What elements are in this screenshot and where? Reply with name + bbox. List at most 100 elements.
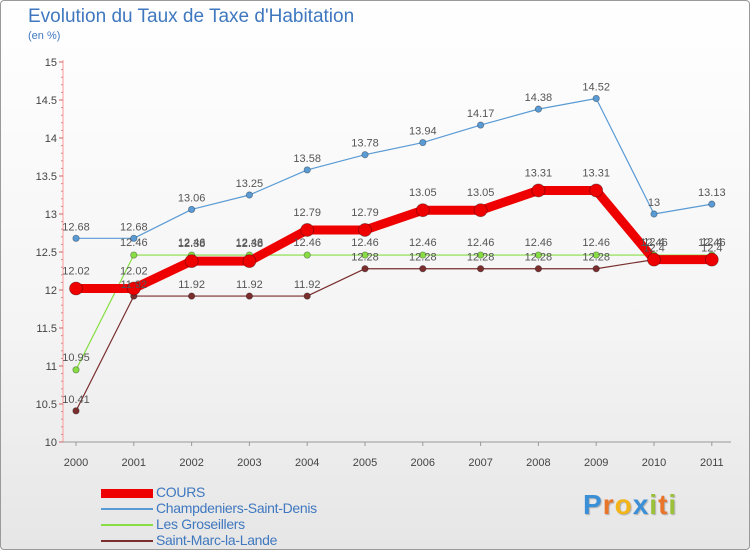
data-label: 13.31: [525, 167, 553, 179]
data-label: 14.17: [467, 108, 495, 120]
series-point-1: [130, 234, 138, 242]
data-label: 12.02: [62, 265, 90, 277]
x-tick-label: 2009: [584, 457, 608, 469]
data-label: 13.06: [178, 192, 206, 204]
series-line-0: [76, 185, 712, 293]
data-label: 12.46: [582, 237, 610, 249]
series-point-2: [534, 251, 543, 259]
series-line-1: [76, 97, 712, 239]
y-tick-label: 13: [45, 209, 57, 221]
series-point-0: [242, 254, 257, 269]
series-point-3: [245, 292, 253, 300]
logo-letter: o: [614, 489, 633, 520]
legend-swatch: [101, 488, 153, 498]
y-tick-label: 14.5: [36, 95, 57, 107]
data-label: 12.4: [643, 237, 664, 249]
data-label: 10.41: [62, 394, 90, 406]
data-label: 12.28: [525, 252, 553, 264]
series-point-1: [361, 151, 369, 159]
logo-letter: x: [632, 489, 650, 520]
x-tick-label: 2011: [700, 457, 724, 469]
series-point-2: [72, 366, 80, 374]
data-label: 12.46: [409, 237, 437, 249]
legend-item: Saint-Marc-la-Lande: [101, 532, 361, 549]
series-point-3: [303, 292, 311, 300]
series-point-3: [534, 265, 543, 273]
logo-letter: P: [583, 489, 603, 520]
series-point-2: [303, 251, 311, 259]
data-label: 12.28: [467, 252, 495, 264]
chart-subtitle: (en %): [28, 30, 61, 42]
data-label: 10.95: [62, 352, 90, 364]
data-label: 14.52: [582, 81, 610, 93]
y-tick-label: 11.5: [36, 323, 57, 335]
data-label: 13: [648, 197, 660, 209]
x-tick-label: 2004: [295, 457, 319, 469]
data-label: 11.92: [120, 279, 147, 291]
data-label: 11.92: [178, 279, 205, 291]
series-point-3: [188, 292, 196, 300]
legend-swatch: [101, 540, 153, 542]
y-tick-label: 12: [45, 285, 57, 297]
data-label: 13.94: [409, 126, 437, 138]
data-label: 12.4: [701, 237, 722, 249]
data-label: 12.28: [351, 252, 379, 264]
y-tick-label: 10: [45, 437, 57, 449]
data-label: 12.68: [62, 221, 90, 233]
data-label: 12.02: [120, 265, 148, 277]
series-point-0: [647, 252, 661, 267]
legend-label: Les Groseillers: [156, 516, 245, 532]
y-tick-label: 15: [45, 57, 57, 69]
data-label: 13.25: [236, 178, 264, 190]
logo-letter: i: [668, 489, 678, 520]
y-tick-label: 13.5: [36, 171, 57, 183]
data-label: 12.68: [120, 221, 148, 233]
series-point-1: [476, 121, 485, 129]
series-point-3: [592, 265, 600, 273]
legend-item: Les Groseillers: [101, 516, 361, 533]
data-label: 12.46: [698, 237, 726, 249]
series-point-0: [358, 223, 372, 237]
series-point-0: [589, 183, 604, 198]
legend-swatch: [101, 524, 153, 526]
y-tick-label: 14: [45, 133, 57, 145]
x-tick-label: 2001: [122, 457, 146, 469]
chart-data-labels: 12.02 12.02 12.38 12.38 12.79 12.79 13.05 13.05…: [62, 81, 725, 405]
data-label: 11.92: [236, 279, 263, 291]
legend-label: Saint-Marc-la-Lande: [156, 532, 278, 548]
data-label: 12.46: [467, 237, 495, 249]
x-tick-label: 2007: [468, 457, 492, 469]
data-label: 12.79: [293, 207, 321, 219]
x-tick-label: 2000: [64, 457, 88, 469]
series-point-1: [650, 210, 658, 218]
data-label: 12.46: [525, 237, 553, 249]
legend-label: Champdeniers-Saint-Denis: [156, 500, 317, 516]
logo-letter: t: [658, 489, 669, 520]
series-point-0: [184, 254, 199, 269]
data-label: 12.4: [643, 243, 664, 255]
series-point-0: [473, 203, 488, 218]
data-label: 13.13: [698, 187, 726, 199]
data-label: 13.05: [467, 187, 495, 199]
series-point-1: [72, 234, 80, 242]
series-point-0: [415, 203, 430, 218]
series-point-1: [188, 205, 196, 214]
y-tick-label: 11: [46, 361, 57, 373]
data-label: 12.46: [640, 237, 668, 249]
data-label: 12.46: [236, 237, 264, 249]
legend-swatch: [101, 508, 153, 510]
series-point-0: [69, 281, 83, 296]
series-point-2: [419, 251, 427, 259]
data-label: 13.58: [293, 153, 321, 165]
x-tick-label: 2002: [179, 457, 203, 469]
data-label: 12.4: [701, 243, 722, 255]
logo-letter: r: [602, 489, 615, 520]
series-point-2: [476, 251, 485, 259]
data-label: 12.46: [293, 237, 321, 249]
series-line-3: [75, 259, 712, 412]
series-point-1: [592, 94, 600, 103]
data-label: 11.92: [294, 279, 321, 291]
data-label: 13.78: [351, 138, 379, 150]
